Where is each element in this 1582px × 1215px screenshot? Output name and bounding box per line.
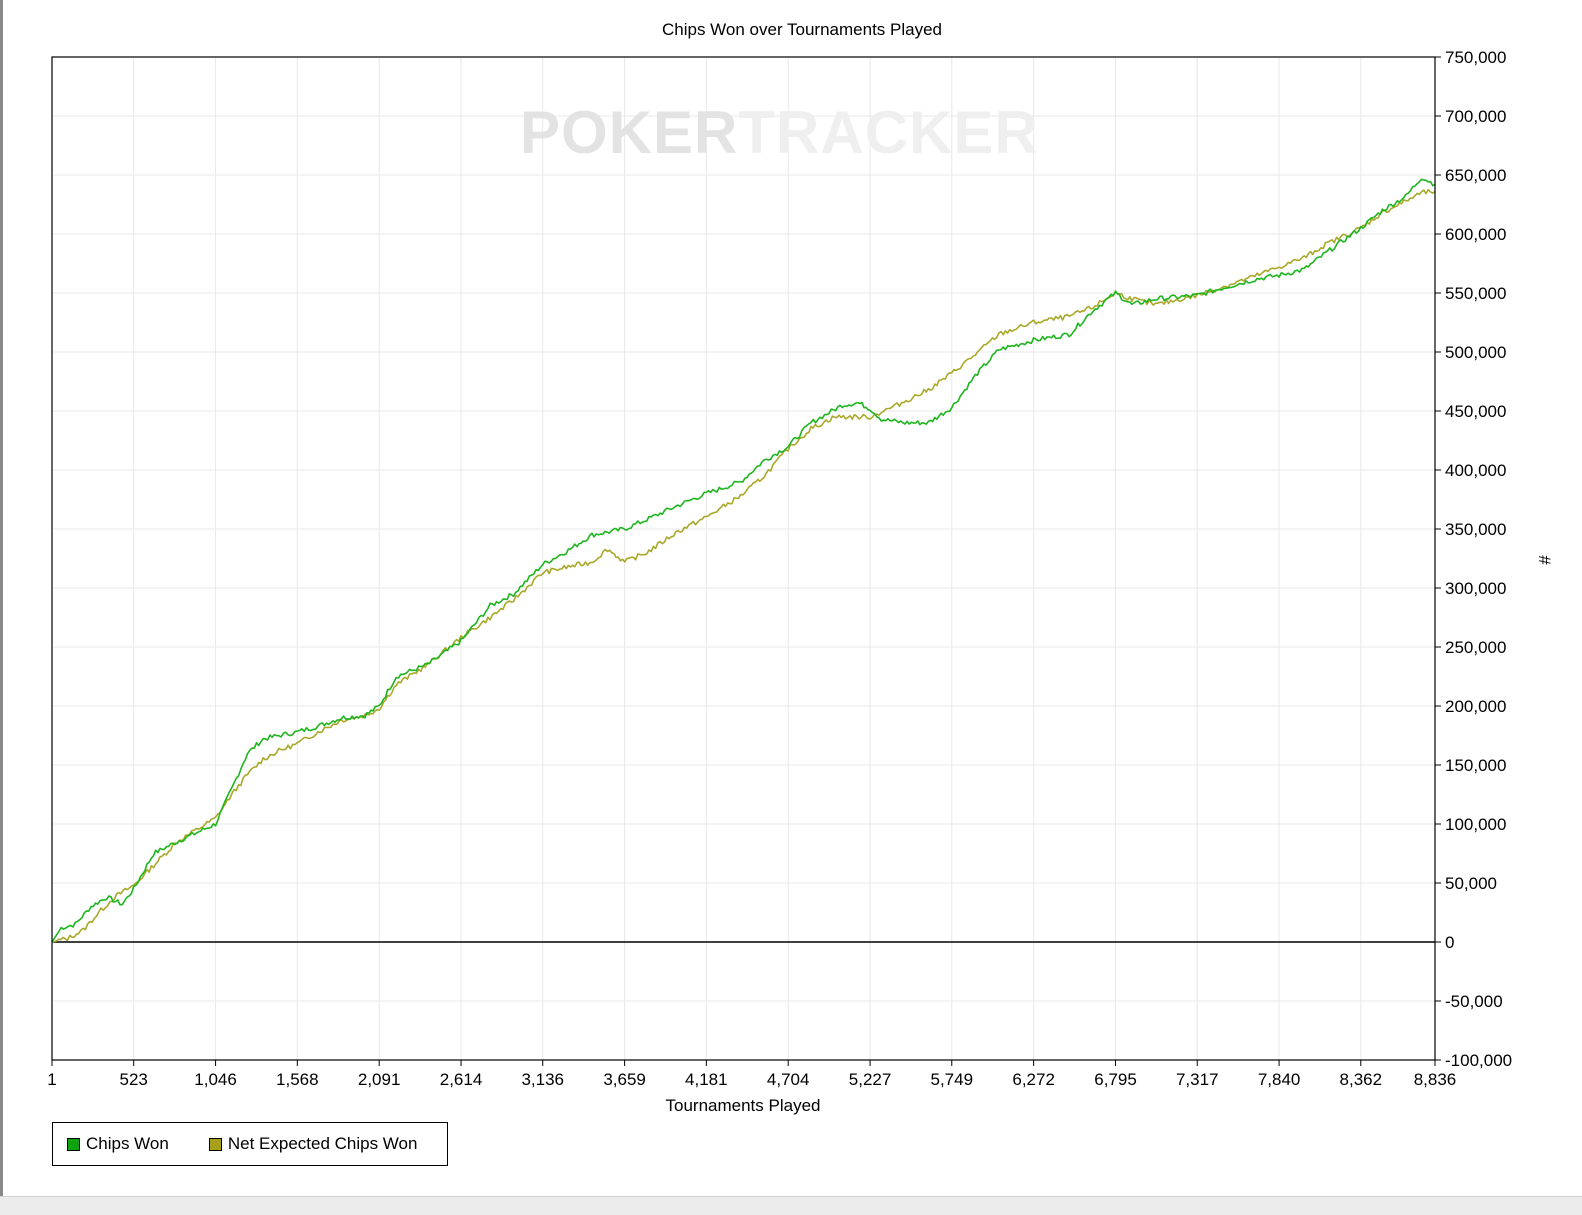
series-lines bbox=[51, 178, 1436, 943]
y-tick-label: 400,000 bbox=[1445, 461, 1506, 480]
legend-label-chips-won: Chips Won bbox=[86, 1134, 169, 1153]
y-tick-label: -50,000 bbox=[1445, 992, 1503, 1011]
y-tick-label: 150,000 bbox=[1445, 756, 1506, 775]
y-tick-label: 700,000 bbox=[1445, 107, 1506, 126]
y-tick-label: 200,000 bbox=[1445, 697, 1506, 716]
legend-label-net-expected: Net Expected Chips Won bbox=[227, 1134, 418, 1153]
plot-background bbox=[52, 57, 1435, 1060]
series-line-net-expected bbox=[51, 188, 1436, 943]
x-tick-label: 3,136 bbox=[521, 1070, 564, 1089]
x-tick-label: 1 bbox=[47, 1070, 56, 1089]
y-tick-label: 450,000 bbox=[1445, 402, 1506, 421]
x-tick-label: 6,795 bbox=[1094, 1070, 1137, 1089]
pokertracker-watermark: POKERTRACKER bbox=[520, 99, 1039, 166]
legend-swatch-net-expected bbox=[208, 1137, 222, 1151]
x-tick-label: 7,840 bbox=[1258, 1070, 1301, 1089]
x-tick-label: 5,749 bbox=[930, 1070, 973, 1089]
x-tick-label: 1,046 bbox=[194, 1070, 237, 1089]
x-tick-label: 3,659 bbox=[603, 1070, 646, 1089]
x-tick-label: 1,568 bbox=[276, 1070, 319, 1089]
y-tick-label: 750,000 bbox=[1445, 48, 1506, 67]
x-tick-label: 6,272 bbox=[1012, 1070, 1055, 1089]
legend-swatch-chips-won bbox=[67, 1137, 80, 1151]
window-left-border bbox=[0, 0, 3, 1214]
legend-item-chips-won: Chips Won bbox=[67, 1134, 169, 1154]
y-tick-label: 250,000 bbox=[1445, 638, 1506, 657]
y-tick-label: 650,000 bbox=[1445, 166, 1506, 185]
y-tick-label: 0 bbox=[1445, 933, 1454, 952]
x-axis-title: Tournaments Played bbox=[666, 1096, 821, 1115]
y-tick-label: 550,000 bbox=[1445, 284, 1506, 303]
y-tick-label: 100,000 bbox=[1445, 815, 1506, 834]
x-axis-ticks: 1 523 1,046 1,568 2,091 2,614 3,136 3,659 4,181 4… bbox=[47, 1060, 1456, 1089]
x-tick-label: 8,836 bbox=[1414, 1070, 1457, 1089]
series-line-chips-won bbox=[51, 178, 1436, 943]
x-tick-label: 4,704 bbox=[767, 1070, 810, 1089]
y-tick-label: 300,000 bbox=[1445, 579, 1506, 598]
legend-item-net-expected: Net Expected Chips Won bbox=[208, 1134, 418, 1154]
x-tick-label: 2,614 bbox=[440, 1070, 483, 1089]
plot-frame bbox=[51, 56, 1436, 1061]
x-tick-label: 4,181 bbox=[685, 1070, 728, 1089]
x-tick-label: 5,227 bbox=[849, 1070, 892, 1089]
y-axis-title: # bbox=[1535, 555, 1554, 565]
x-tick-label: 8,362 bbox=[1340, 1070, 1383, 1089]
watermark-text: POKERTRACKER bbox=[520, 99, 1039, 166]
y-tick-label: 350,000 bbox=[1445, 520, 1506, 539]
window-bottom-bar bbox=[0, 1196, 1582, 1215]
chart-title: Chips Won over Tournaments Played bbox=[661, 20, 943, 39]
y-tick-label: 500,000 bbox=[1445, 343, 1506, 362]
legend: Chips Won Net Expected Chips Won bbox=[52, 1122, 448, 1166]
x-tick-label: 7,317 bbox=[1176, 1070, 1219, 1089]
y-tick-label: 50,000 bbox=[1445, 874, 1497, 893]
y-tick-label: 600,000 bbox=[1445, 225, 1506, 244]
y-tick-label: -100,000 bbox=[1445, 1051, 1512, 1070]
x-tick-label: 523 bbox=[120, 1070, 148, 1089]
x-tick-label: 2,091 bbox=[358, 1070, 401, 1089]
y-axis-ticks: 750,000 700,000 650,000 600,000 550,000 500,0… bbox=[1435, 48, 1512, 1070]
